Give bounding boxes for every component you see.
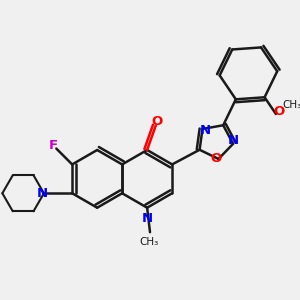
Text: CH₃: CH₃: [139, 236, 158, 247]
Text: CH₃: CH₃: [282, 100, 300, 110]
Text: O: O: [210, 152, 221, 166]
Text: N: N: [200, 124, 211, 137]
Text: O: O: [273, 105, 284, 118]
Text: N: N: [37, 187, 48, 200]
Text: O: O: [152, 115, 163, 128]
Text: N: N: [142, 212, 153, 225]
Text: N: N: [227, 134, 239, 147]
Text: F: F: [49, 139, 58, 152]
